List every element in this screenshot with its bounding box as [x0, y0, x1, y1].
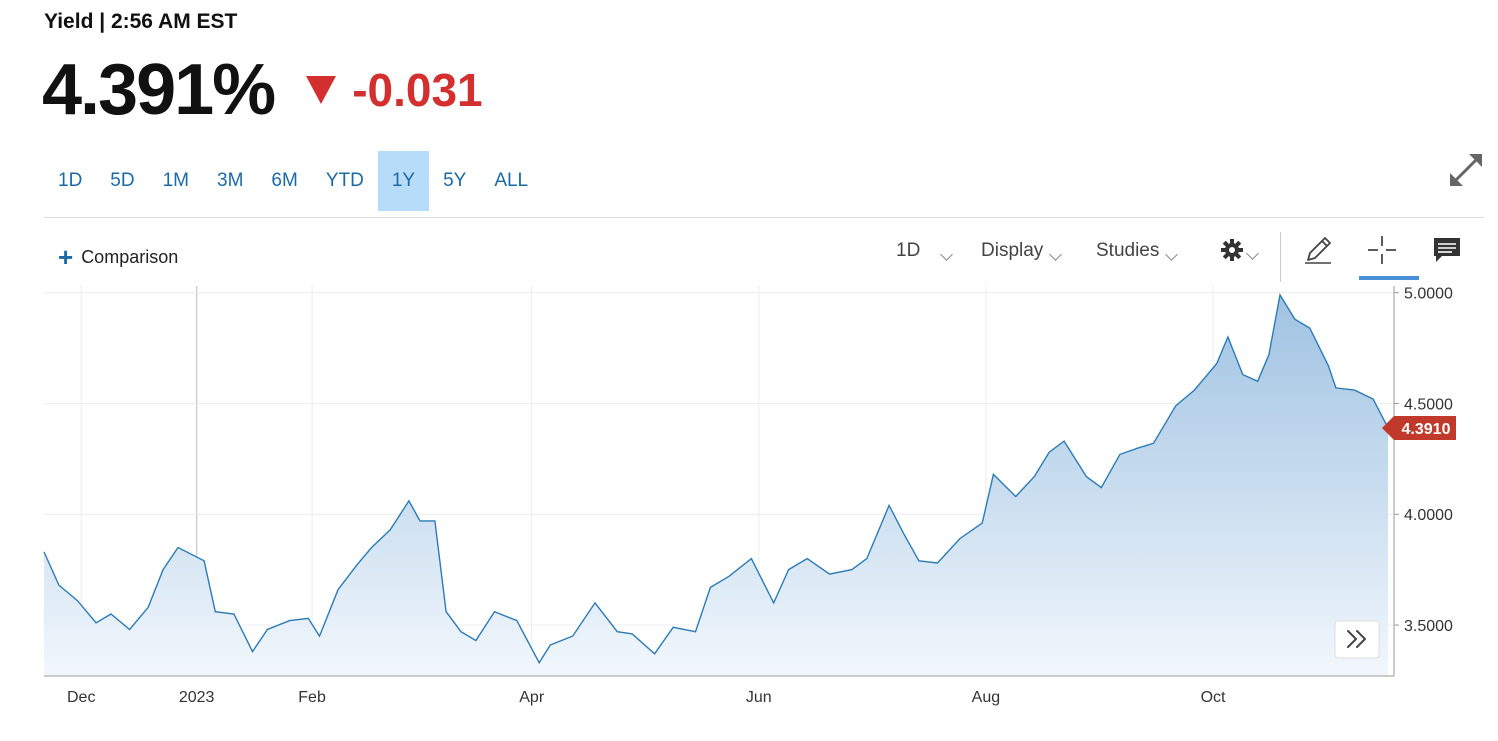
y-tick-label: 4.5000 — [1404, 396, 1453, 413]
add-comparison-button[interactable]: + Comparison — [58, 244, 178, 270]
fast-forward-icon[interactable] — [1334, 620, 1380, 660]
crosshair-icon[interactable] — [1366, 234, 1398, 266]
plus-icon: + — [58, 242, 74, 272]
yield-area — [44, 294, 1388, 676]
settings-dropdown[interactable] — [1220, 238, 1259, 262]
y-tick-label: 5.0000 — [1404, 286, 1453, 303]
x-tick-label: Oct — [1201, 689, 1226, 706]
expand-icon[interactable] — [1446, 150, 1486, 190]
range-tab-1m[interactable]: 1M — [162, 170, 189, 191]
y-tick-label: 4.0000 — [1404, 507, 1453, 524]
pencil-icon[interactable] — [1302, 234, 1334, 266]
range-tab-6m[interactable]: 6M — [271, 170, 298, 191]
range-tab-1y[interactable]: 1Y — [377, 151, 430, 211]
range-tab-1d[interactable]: 1D — [58, 170, 83, 191]
range-tab-ytd[interactable]: YTD — [325, 170, 364, 191]
studies-dropdown[interactable]: Studies — [1096, 240, 1179, 262]
price-change: -0.031 — [352, 64, 483, 116]
active-tool-indicator — [1359, 276, 1419, 280]
range-tab-3m[interactable]: 3M — [217, 170, 244, 191]
down-arrow-icon — [306, 76, 337, 104]
studies-label: Studies — [1096, 240, 1160, 261]
range-tab-5y[interactable]: 5Y — [443, 170, 467, 191]
interval-label: 1D — [896, 240, 921, 261]
range-tab-5d[interactable]: 5D — [110, 170, 135, 191]
gear-icon — [1221, 239, 1243, 261]
x-tick-label: Dec — [67, 689, 95, 706]
last-price: 4.391% — [42, 50, 276, 130]
x-tick-label: Apr — [519, 689, 545, 706]
header-divider — [44, 217, 1484, 218]
range-tab-all[interactable]: ALL — [494, 170, 529, 191]
x-tick-label: 2023 — [179, 689, 215, 706]
last-price-tag: 4.3910 — [1382, 416, 1456, 440]
x-tick-label: Aug — [972, 689, 1000, 706]
x-tick-label: Jun — [746, 689, 772, 706]
last-price-label: 4.3910 — [1402, 421, 1451, 438]
time-range-tabs: 1D 5D 1M 3M 6M YTD 1Y 5Y ALL — [44, 151, 542, 211]
yield-line — [43, 292, 1389, 665]
quote-row: 4.391% -0.031 — [42, 50, 483, 130]
quote-label: Yield | 2:56 AM EST — [44, 10, 238, 33]
comment-icon[interactable] — [1432, 236, 1462, 264]
display-dropdown[interactable]: Display — [981, 240, 1063, 262]
y-tick-label: 3.5000 — [1404, 618, 1453, 635]
x-tick-label: Feb — [298, 689, 326, 706]
display-label: Display — [981, 240, 1044, 261]
interval-dropdown[interactable]: 1D — [896, 240, 954, 262]
comparison-label: Comparison — [81, 246, 179, 267]
toolbar-separator — [1280, 232, 1281, 282]
y-axis-ticks: 5.0000 4.5000 4.0000 3.5000 — [1394, 286, 1453, 635]
x-axis-ticks: Dec 2023 Feb Apr Jun Aug Oct — [67, 689, 1226, 706]
